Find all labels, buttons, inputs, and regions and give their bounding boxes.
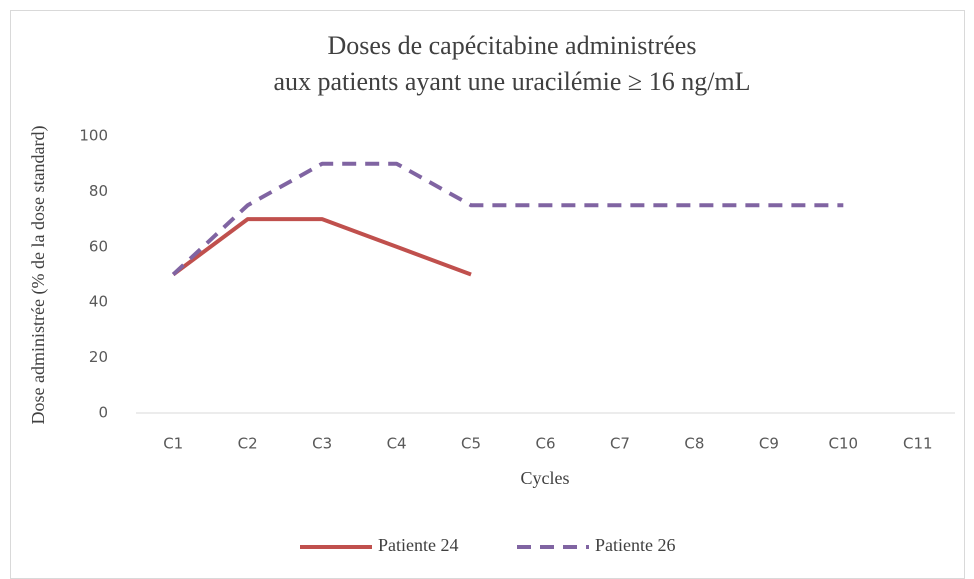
x-tick-label: C2 [238,435,258,453]
y-tick-label: 100 [79,127,108,145]
data-line [171,161,844,276]
y-tick-label: 40 [89,293,108,311]
x-tick-label: C8 [684,435,704,453]
x-tick-label: C6 [535,435,555,453]
legend-label: Patiente 26 [595,535,675,555]
x-tick-label: C1 [163,435,183,453]
data-line [172,217,472,277]
chart-title: aux patients ayant une uracilémie ≥ 16 n… [273,67,750,96]
x-tick-label: C7 [610,435,630,453]
x-tick-label: C11 [903,435,933,453]
x-tick-label: C4 [387,435,407,453]
x-tick-label: C10 [829,435,859,453]
x-tick-label: C3 [312,435,332,453]
x-tick-label: C9 [759,435,779,453]
legend-label: Patiente 24 [378,535,458,555]
y-tick-label: 80 [89,182,108,200]
y-tick-label: 60 [89,237,108,255]
y-tick-label: 0 [98,404,108,422]
chart-frame [10,10,965,579]
y-axis-label: Dose administrée (% de la dose standard) [28,126,49,425]
x-tick-label: C5 [461,435,481,453]
y-tick-label: 20 [89,348,108,366]
chart-title: Doses de capécitabine administrées [328,31,697,60]
x-axis-label: Cycles [521,468,570,488]
